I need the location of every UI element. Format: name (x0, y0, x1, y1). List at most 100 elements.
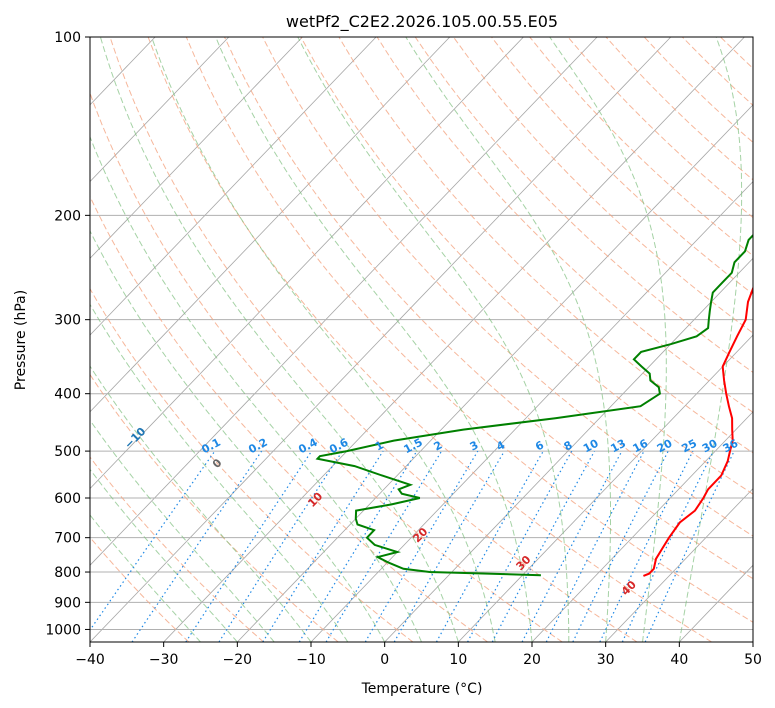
moist-adiabat (297, 37, 570, 642)
isotherm-line (458, 334, 753, 642)
mixing-ratio-label: 25 (679, 437, 699, 456)
mixing-ratio-line (262, 450, 384, 642)
moist-adiabat (90, 468, 238, 642)
y-axis-ticks: 100 200 300 400 500 600 700 800 900 1000 (45, 30, 90, 638)
isotherm-line (90, 37, 672, 642)
isotherm-line (531, 411, 753, 642)
x-tick-label: −10 (296, 652, 326, 668)
dry-adiabat (224, 37, 753, 580)
isobar-gridlines (90, 37, 753, 630)
y-tick-label: 100 (54, 30, 81, 46)
mixing-ratio-label: 30 (700, 437, 720, 456)
x-tick-label: 30 (597, 652, 615, 668)
dry-adiabat (90, 287, 414, 642)
y-tick-label: 900 (54, 595, 81, 611)
mixing-ratio-line (599, 450, 694, 642)
isotherm-line (605, 487, 753, 642)
x-tick-label: −20 (223, 652, 253, 668)
mixing-ratio-line (325, 450, 443, 642)
isotherm-line (90, 37, 524, 490)
mixing-ratio-line (185, 450, 313, 642)
moist-adiabat (678, 37, 743, 642)
dry-adiabat (491, 37, 753, 295)
mixing-ratio-line (393, 450, 505, 642)
y-tick-label: 700 (54, 531, 81, 547)
moist-adiabat (549, 37, 667, 642)
plot-frame (89, 36, 754, 643)
dry-adiabat (90, 536, 190, 642)
moist-adiabat (90, 365, 312, 642)
mixing-ratio-label: 36 (721, 437, 741, 456)
dry-adiabat (147, 37, 712, 642)
x-axis-ticks: −40 −30 −20 −10 0 10 20 30 40 50 (75, 642, 762, 668)
dry-adiabat (185, 37, 753, 623)
isotherm-line (90, 37, 303, 259)
moist-adiabat (151, 37, 496, 642)
x-tick-label: −30 (149, 652, 179, 668)
sounding-series (315, 233, 753, 577)
y-axis-label: Pressure (hPa) (13, 290, 29, 390)
chart-title: wetPf2_C2E2.2026.105.00.55.E05 (286, 12, 558, 32)
moist-adiabat (90, 135, 422, 642)
x-tick-label: 20 (523, 652, 541, 668)
plot-area: 0.10.20.40.611.52346810131620253036−100−… (90, 37, 753, 642)
x-tick-label: 0 (380, 652, 389, 668)
moist-adiabat (215, 37, 533, 642)
mixing-ratio-line (466, 450, 573, 642)
isotherm-line (90, 37, 377, 336)
x-tick-label: 10 (449, 652, 467, 668)
moist-adiabat (90, 229, 386, 642)
mixing-ratio-line (572, 450, 669, 642)
y-tick-label: 200 (54, 208, 81, 224)
mixing-ratio-label: 16 (631, 437, 651, 456)
dry-adiabat (452, 37, 753, 334)
isotherm-line (90, 37, 230, 183)
moist-adiabat (99, 37, 459, 642)
dry-adiabat (109, 37, 638, 642)
mixing-ratio-line (90, 450, 216, 632)
y-tick-label: 500 (54, 444, 81, 460)
dry-adiabat (262, 37, 753, 537)
mixing-ratio-label: 10 (581, 437, 601, 456)
x-tick-label: 50 (744, 652, 762, 668)
y-tick-label: 400 (54, 387, 81, 403)
isotherm-line (384, 257, 753, 642)
mixing-ratio-label: 13 (608, 437, 628, 456)
dry-adiabat (338, 37, 753, 454)
dewpoint-profile-line (315, 233, 753, 577)
y-tick-label: 1000 (45, 622, 81, 638)
dry-adiabat (376, 37, 753, 413)
y-tick-label: 300 (54, 313, 81, 329)
mixing-ratio-line (298, 450, 418, 642)
mixing-ratio-label: 20 (655, 437, 675, 456)
dry-adiabat-lines (90, 37, 753, 642)
mixing-ratio-line (218, 450, 344, 642)
moist-adiabat (90, 303, 349, 642)
isotherm-line (90, 37, 451, 413)
mixing-ratio-line (131, 450, 263, 642)
y-tick-label: 600 (54, 491, 81, 507)
moist-adiabat (405, 37, 611, 642)
dry-adiabat (90, 456, 264, 642)
dry-adiabat (90, 91, 563, 642)
isotherm-lines (90, 37, 753, 642)
mixing-ratio-line (491, 450, 596, 642)
temperature-profile-line (643, 285, 753, 577)
mixing-ratio-line (364, 450, 479, 642)
isotherm-line (90, 37, 598, 566)
moist-adiabat (90, 419, 275, 642)
mixing-ratio-lines (90, 450, 735, 642)
moist-adiabat (90, 514, 201, 642)
y-tick-label: 800 (54, 565, 81, 581)
x-tick-label: 40 (670, 652, 688, 668)
mixing-ratio-line (644, 450, 735, 642)
mixing-ratio-line (621, 450, 714, 642)
isotherm-line (237, 104, 753, 642)
moist-adiabat-lines (90, 37, 743, 642)
x-axis-label: Temperature (°C) (361, 681, 483, 697)
isotherm-line (163, 37, 745, 642)
dry-adiabat (300, 37, 753, 495)
x-tick-label: −40 (75, 652, 105, 668)
